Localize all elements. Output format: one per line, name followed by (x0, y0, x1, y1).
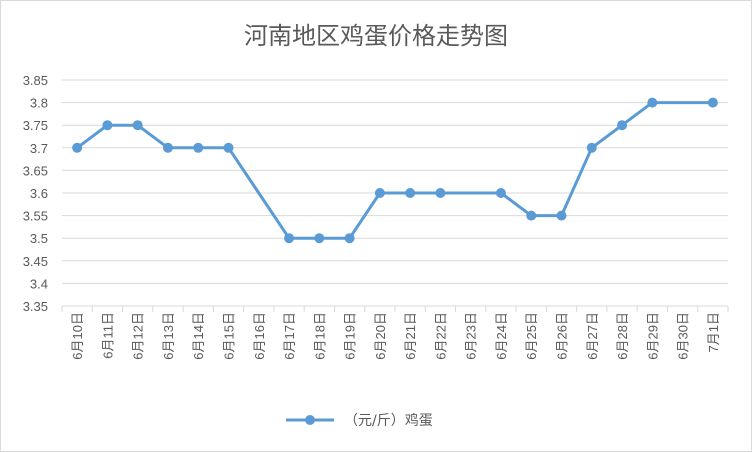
x-tick-label: 6月19日 (343, 312, 358, 360)
x-tick-label: 6月20日 (373, 312, 388, 360)
data-point (647, 97, 658, 108)
data-point (707, 97, 718, 108)
legend-label: （元/斤）鸡蛋 (344, 412, 433, 429)
x-tick-label: 6月24日 (494, 312, 509, 360)
y-tick-label: 3.4 (30, 276, 48, 291)
x-tick-label: 6月21日 (403, 312, 418, 360)
x-tick-label: 6月10日 (70, 312, 85, 360)
x-tick-label: 6月23日 (464, 312, 479, 360)
x-axis: 6月10日 6月11日 6月12日 6月13日 6月14日 6月15日 6月16日 6月17日… (61, 306, 729, 360)
x-tick-label: 6月13日 (161, 312, 176, 360)
x-tick-label: 6月22日 (433, 312, 448, 360)
data-point (556, 210, 567, 221)
series-layer (72, 97, 718, 244)
data-point (314, 233, 325, 244)
data-point (193, 142, 204, 153)
x-tick-label: 6月17日 (282, 312, 297, 360)
x-tick-label: 6月28日 (615, 312, 630, 360)
data-point (617, 120, 628, 131)
data-point (374, 188, 385, 198)
x-tick-label: 6月25日 (524, 312, 539, 360)
data-point (132, 120, 143, 131)
x-tick-label: 6月11日 (100, 312, 115, 359)
legend-point-marker (305, 415, 315, 425)
y-tick-label: 3.7 (30, 141, 48, 156)
y-tick-label: 3.65 (23, 163, 48, 178)
x-tick-label: 6月14日 (191, 312, 206, 360)
data-point (284, 233, 295, 244)
x-tick-label: 6月15日 (222, 312, 237, 360)
x-tick-label: 6月27日 (585, 312, 600, 360)
chart-title: 河南地区鸡蛋价格走势图 (244, 22, 508, 50)
data-point (102, 120, 113, 131)
legend: （元/斤）鸡蛋 (286, 412, 433, 429)
data-point (495, 188, 506, 198)
x-tick-label: 6月18日 (312, 312, 327, 360)
data-point (435, 188, 446, 198)
x-tick-label: 6月16日 (252, 312, 267, 360)
data-point (344, 233, 355, 244)
y-tick-label: 3.6 (30, 186, 48, 201)
data-point (586, 142, 597, 153)
y-tick-label: 3.85 (23, 73, 48, 88)
data-point (72, 142, 83, 153)
data-point (405, 188, 416, 198)
y-tick-label: 3.55 (23, 209, 48, 224)
x-tick-label: 6月29日 (645, 312, 660, 360)
y-tick-label: 3.8 (30, 96, 48, 111)
x-tick-label: 6月12日 (131, 312, 146, 360)
y-tick-label: 3.5 (30, 231, 48, 246)
x-tick-label: 6月26日 (555, 312, 570, 360)
y-tick-label: 3.35 (23, 299, 48, 314)
data-point (223, 142, 234, 153)
x-tick-label: 6月30日 (676, 312, 691, 360)
y-tick-label: 3.75 (23, 118, 48, 133)
x-tick-label: 7月1日 (706, 312, 721, 352)
data-point (162, 142, 173, 153)
y-axis: 3.35 3.4 3.45 3.5 3.55 3.6 3.65 3.7 3.75 3.8 3.85 (23, 73, 48, 314)
y-tick-label: 3.45 (23, 254, 48, 269)
data-point (526, 210, 537, 221)
gridlines (62, 79, 728, 307)
